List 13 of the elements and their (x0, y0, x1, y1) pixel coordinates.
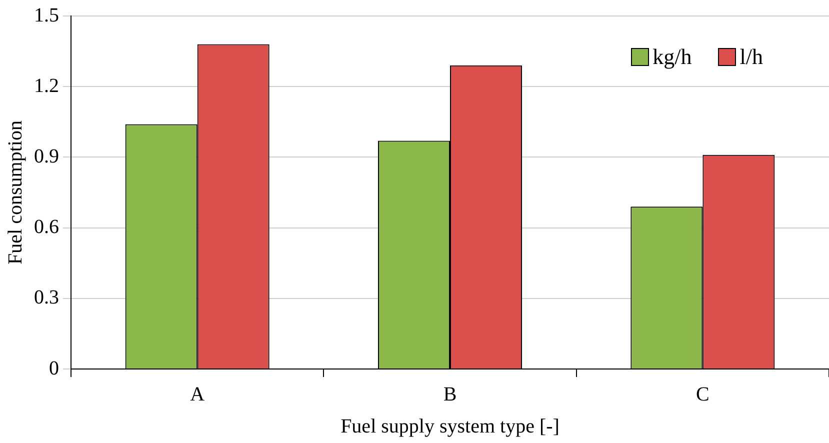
y-tick-label: 0 (49, 357, 59, 380)
y-tick-label: 1.5 (34, 4, 59, 26)
y-axis-title: Fuel consumption (4, 120, 26, 264)
y-tick-label: 1.2 (34, 74, 59, 97)
legend-label: l/h (740, 44, 763, 70)
legend-label: kg/h (652, 44, 692, 70)
x-tick-label: C (696, 383, 710, 406)
y-tick-label: 0.3 (34, 286, 59, 309)
y-tick-label: 0.9 (34, 145, 59, 168)
x-tick-label: B (443, 383, 457, 406)
x-axis-title: Fuel supply system type [-] (340, 415, 560, 438)
y-tick-label: 0.6 (34, 216, 59, 238)
x-tick-label: A (190, 383, 206, 406)
